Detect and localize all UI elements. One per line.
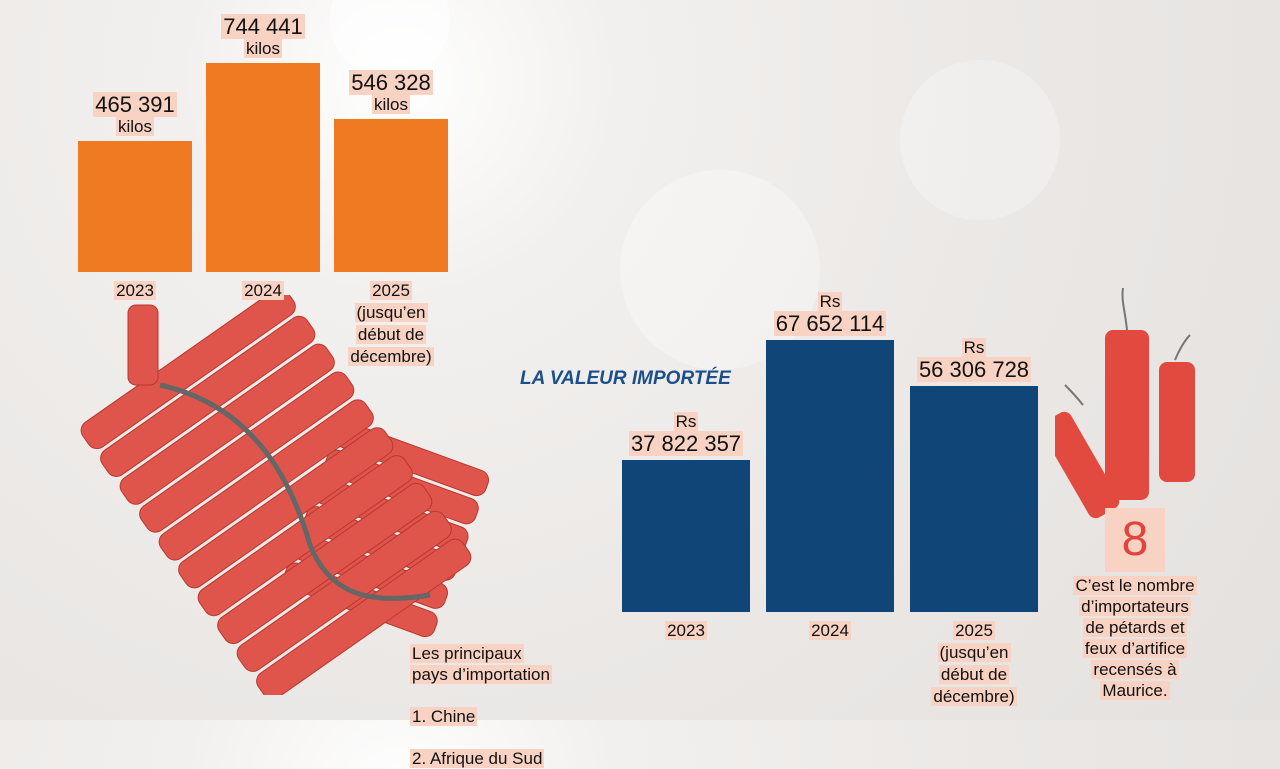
value-prefix: Rs (817, 292, 843, 311)
value-line: 56 306 728 (890, 356, 1058, 382)
x-tick-label: 2024 (756, 620, 904, 642)
unit-line: kilos (58, 117, 212, 137)
bokeh (620, 170, 820, 370)
value-prefix: Rs (961, 337, 987, 357)
value-unit: kilos (243, 39, 282, 58)
bar (78, 141, 192, 272)
prefix-line: Rs (602, 411, 770, 432)
x-tick-label: 2024 (196, 280, 330, 302)
value-unit: kilos (371, 94, 410, 114)
bokeh (900, 60, 1060, 220)
value-label: Rs 67 652 114 (746, 292, 914, 336)
value-line: 67 652 114 (746, 311, 914, 336)
category-text: 2023 (114, 281, 156, 300)
value-line: 744 441 (186, 14, 340, 39)
firecracker-bundle (80, 295, 490, 695)
country: 1. Chine (410, 707, 478, 726)
category-text: 2025 (jusqu’en début de décembre) (931, 621, 1017, 706)
stat-caption-text: C’est le nombre d’importateurs de pétard… (1073, 576, 1197, 700)
value-text: 744 441 (221, 14, 305, 39)
category-text: 2025 (jusqu’en début de décembre) (348, 281, 434, 366)
bar (766, 340, 894, 612)
value-text: 37 822 357 (628, 430, 744, 456)
unit-line: kilos (186, 39, 340, 59)
stat-value: 8 (1105, 508, 1165, 572)
x-tick-label: 2025 (jusqu’en début de décembre) (324, 280, 458, 368)
value-text: 67 652 114 (773, 311, 887, 336)
value-line: 546 328 (314, 69, 468, 95)
prefix-line: Rs (746, 292, 914, 312)
value-line: 37 822 357 (602, 430, 770, 456)
category-text: 2024 (242, 281, 284, 300)
stat-caption: C’est le nombre d’importateurs de pétard… (1055, 575, 1215, 701)
value-label: 744 441 kilos (186, 14, 340, 59)
bar (334, 118, 448, 272)
value-label: 546 328 kilos (314, 69, 468, 115)
value-label: Rs 37 822 357 (602, 411, 770, 456)
x-tick-label: 2023 (612, 620, 760, 642)
prefix-line: Rs (890, 337, 1058, 358)
value-prefix: Rs (673, 411, 699, 431)
chart-title: LA VALEUR IMPORTÉE (520, 368, 731, 389)
value-line: 465 391 (58, 92, 212, 118)
countries: Les principaux pays d’importation 1. Chi… (410, 622, 552, 769)
value-unit: kilos (115, 117, 154, 137)
value-text: 546 328 (349, 69, 433, 95)
category-text: 2024 (809, 621, 851, 640)
country: 2. Afrique du Sud (410, 749, 545, 768)
firecracker-sticks (1055, 287, 1195, 519)
bar (622, 459, 750, 612)
x-tick-label: 2025 (jusqu’en début de décembre) (900, 620, 1048, 708)
value-label: Rs 56 306 728 (890, 337, 1058, 382)
bar (910, 385, 1038, 612)
x-tick-label: 2023 (68, 280, 202, 302)
infographic: LA VALEUR IMPORTÉE Les principaux pays d… (58, 14, 1215, 768)
category-text: 2023 (665, 621, 707, 640)
value-text: 465 391 (93, 92, 177, 118)
value-text: 56 306 728 (916, 356, 1032, 382)
bar (206, 63, 320, 272)
value-label: 465 391 kilos (58, 92, 212, 137)
unit-line: kilos (314, 94, 468, 115)
countries-heading: Les principaux pays d’importation (410, 644, 552, 684)
